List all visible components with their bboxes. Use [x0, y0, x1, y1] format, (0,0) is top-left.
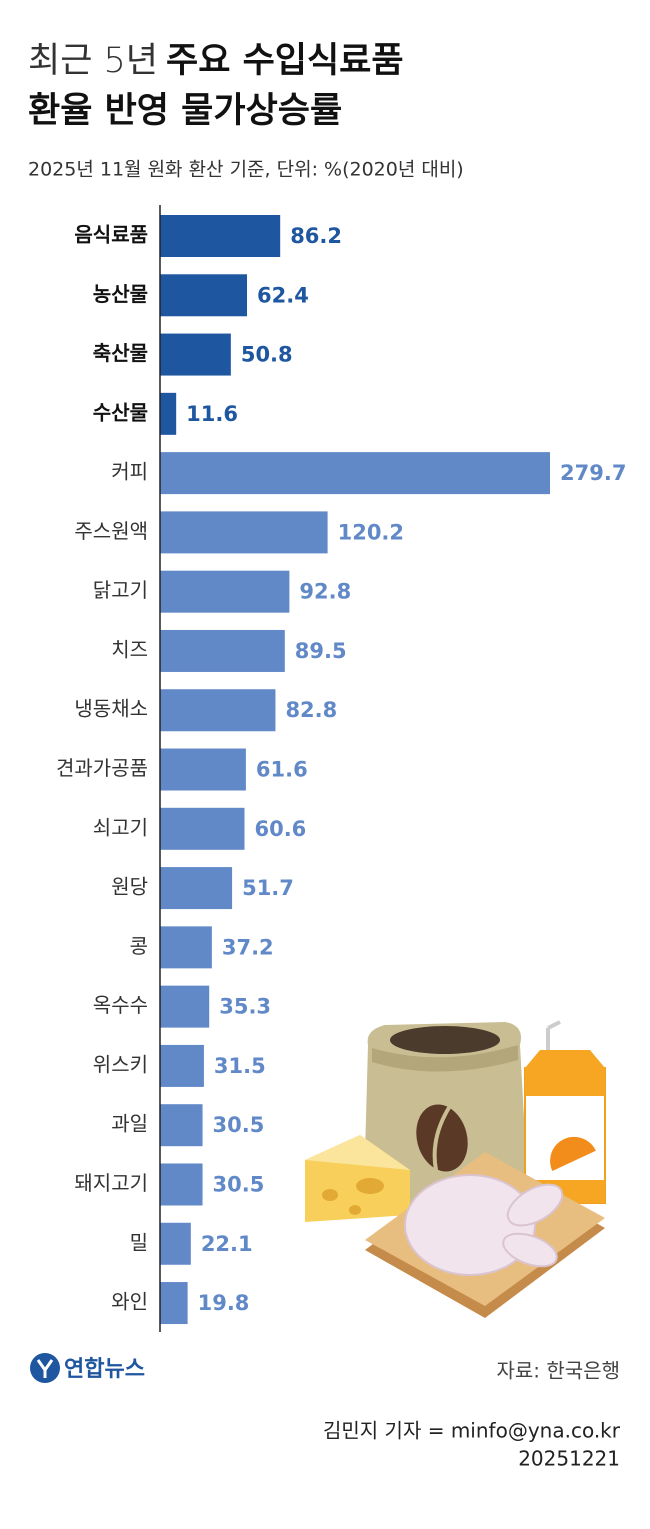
- value-label: 37.2: [222, 935, 274, 959]
- bar: [160, 1222, 191, 1265]
- category-label: 수산물: [93, 400, 148, 424]
- orange: [550, 1136, 596, 1172]
- category-label: 농산물: [93, 282, 148, 306]
- chicken-leg: [502, 1232, 558, 1268]
- value-label: 51.7: [242, 876, 294, 900]
- cheese-hole: [349, 1205, 361, 1215]
- bar: [160, 570, 290, 613]
- category-label: 밀: [130, 1230, 148, 1254]
- value-label: 31.5: [214, 1054, 266, 1078]
- category-label: 돼지고기: [74, 1171, 148, 1195]
- category-label: 과일: [111, 1112, 148, 1136]
- sack-fold: [372, 1045, 518, 1072]
- straw: [547, 1020, 561, 1030]
- value-label: 35.3: [219, 995, 271, 1019]
- chicken-leg: [506, 1183, 564, 1227]
- category-label: 커피: [111, 460, 148, 484]
- bars: 음식료품 86.2 농산물 62.4 축산물 50.8 수산물 11.6 커피 279.7 주스원액…: [56, 215, 626, 1325]
- value-label: 86.2: [290, 224, 342, 248]
- category-label: 콩: [130, 934, 148, 958]
- bar: [160, 867, 233, 910]
- category-label: 원당: [111, 875, 148, 899]
- value-label: 120.2: [338, 520, 404, 544]
- bar: [160, 807, 245, 850]
- value-label: 61.6: [256, 758, 308, 782]
- title-bold: 주요 수입식료품: [166, 41, 404, 81]
- illustration: [305, 1020, 606, 1318]
- value-label: 22.1: [201, 1232, 253, 1256]
- category-label: 견과가공품: [56, 756, 148, 780]
- carton-top: [525, 1050, 605, 1068]
- category-label: 와인: [111, 1290, 148, 1314]
- category-label: 닭고기: [93, 578, 148, 602]
- chicken: [404, 1174, 536, 1276]
- value-label: 30.5: [213, 1172, 265, 1196]
- category-label: 치즈: [111, 637, 148, 661]
- value-label: 279.7: [560, 461, 626, 485]
- value-label: 82.8: [285, 698, 337, 722]
- chart-title: 최근 5년 주요 수입식료품: [28, 41, 404, 81]
- cheese-hole: [322, 1189, 338, 1201]
- bar: [160, 452, 550, 495]
- cheese-top: [305, 1135, 410, 1170]
- bean-line: [432, 1104, 452, 1171]
- bar: [160, 1282, 188, 1325]
- chart-subtitle: 2025년 11월 원화 환산 기준, 단위: %(2020년 대비): [28, 159, 464, 181]
- bar: [160, 689, 276, 732]
- bar: [160, 629, 285, 672]
- beans: [390, 1026, 500, 1054]
- cheese-hole: [356, 1178, 384, 1194]
- value-label: 89.5: [295, 639, 347, 663]
- category-label: 위스키: [93, 1052, 148, 1076]
- bar: [160, 1104, 203, 1147]
- value-label: 50.8: [241, 343, 293, 367]
- value-label: 19.8: [198, 1291, 250, 1315]
- category-label: 음식료품: [74, 223, 148, 247]
- credit: 김민지 기자 = minfo@yna.co.kr: [323, 1419, 621, 1443]
- bar: [160, 985, 210, 1028]
- category-label: 주스원액: [74, 519, 148, 543]
- source: 자료: 한국은행: [497, 1359, 621, 1383]
- date: 20251221: [518, 1447, 620, 1471]
- category-label: 쇠고기: [93, 815, 148, 839]
- value-label: 62.4: [257, 283, 309, 307]
- value-label: 60.6: [254, 817, 306, 841]
- logo: 연합뉴스: [30, 1353, 145, 1383]
- bar: [160, 748, 246, 791]
- value-label: 11.6: [186, 402, 238, 426]
- bar: [160, 511, 328, 554]
- bar: [160, 392, 177, 435]
- value-label: 30.5: [213, 1113, 265, 1137]
- logo-y: [36, 1359, 54, 1378]
- category-label: 축산물: [93, 341, 148, 365]
- bar: [160, 274, 248, 317]
- logo-text: 연합뉴스: [64, 1356, 145, 1382]
- coffee-bean: [416, 1104, 468, 1172]
- bar: [160, 215, 281, 257]
- category-label: 냉동채소: [74, 697, 148, 721]
- bar: [160, 1163, 203, 1206]
- category-label: 옥수수: [93, 993, 148, 1017]
- bar: [160, 333, 231, 376]
- chart-title-line2: 환율 반영 물가상승률: [28, 91, 342, 131]
- bar: [160, 926, 212, 969]
- value-label: 92.8: [299, 580, 351, 604]
- carton-band: [525, 1068, 605, 1096]
- bar: [160, 1044, 204, 1087]
- title-light: 최근 5년: [28, 41, 158, 81]
